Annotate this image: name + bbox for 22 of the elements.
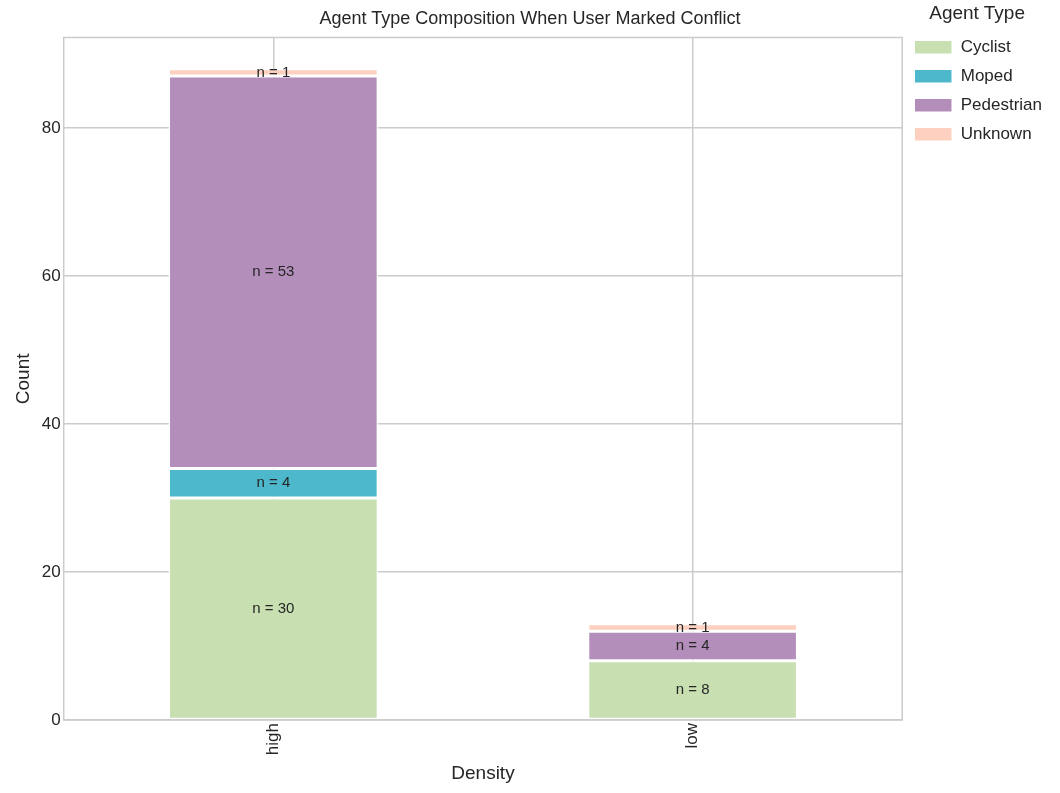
x-axis-title: Density <box>451 761 516 783</box>
y-tick-label: 80 <box>41 117 61 137</box>
x-tick-label: high <box>263 723 283 756</box>
data-label: n = 4 <box>256 473 291 491</box>
legend-label: Cyclist <box>960 36 1012 56</box>
data-label: n = 8 <box>675 680 710 698</box>
y-tick-label: 0 <box>51 709 61 729</box>
y-axis-title: Count <box>11 352 33 405</box>
data-label: n = 4 <box>675 636 710 654</box>
chart-title: Agent Type Composition When User Marked Conflict <box>319 7 741 28</box>
legend-label: Pedestrian <box>960 94 1043 114</box>
y-tick-label: 20 <box>41 561 61 581</box>
data-label: n = 53 <box>252 262 295 280</box>
data-label: n = 30 <box>252 598 295 616</box>
x-tick-label: low <box>682 722 702 749</box>
legend-label: Unknown <box>960 123 1032 143</box>
data-label: n = 1 <box>675 617 710 635</box>
legend-label: Moped <box>960 65 1013 85</box>
data-label: n = 1 <box>256 62 291 80</box>
y-tick-label: 60 <box>41 265 61 285</box>
y-tick-label: 40 <box>41 413 61 433</box>
legend-title: Agent Type <box>929 1 1025 23</box>
